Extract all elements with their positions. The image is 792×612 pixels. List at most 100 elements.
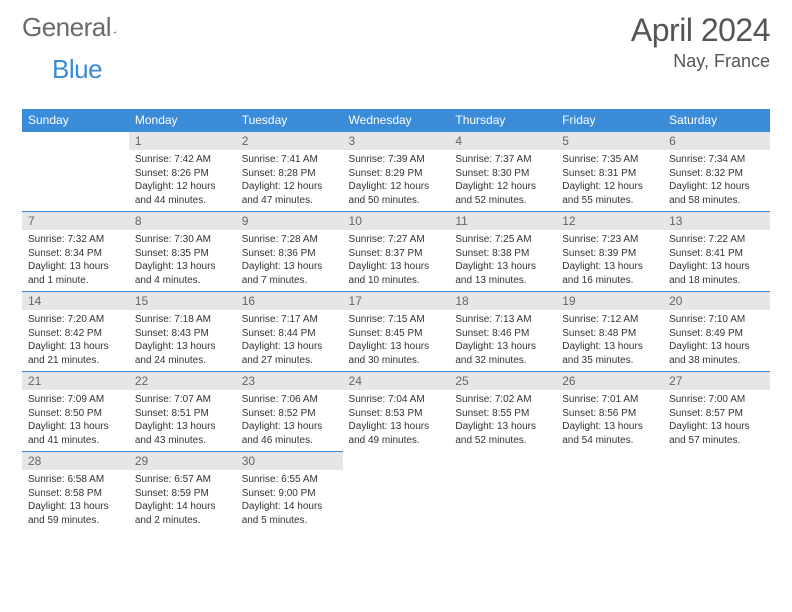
day-number: 8 — [129, 212, 236, 230]
calendar-cell: 20Sunrise: 7:10 AMSunset: 8:49 PMDayligh… — [663, 292, 770, 372]
calendar-cell — [663, 452, 770, 532]
day-number: 25 — [449, 372, 556, 390]
day-line: and 54 minutes. — [562, 434, 657, 448]
calendar-cell: 28Sunrise: 6:58 AMSunset: 8:58 PMDayligh… — [22, 452, 129, 532]
day-line: Sunset: 8:56 PM — [562, 407, 657, 421]
day-line: Daylight: 13 hours — [135, 260, 230, 274]
logo-triangle-icon — [113, 21, 117, 43]
day-number: 30 — [236, 452, 343, 470]
day-line: Sunrise: 7:42 AM — [135, 153, 230, 167]
day-line: and 4 minutes. — [135, 274, 230, 288]
day-details: Sunrise: 7:23 AMSunset: 8:39 PMDaylight:… — [556, 230, 663, 291]
day-details: Sunrise: 7:22 AMSunset: 8:41 PMDaylight:… — [663, 230, 770, 291]
day-line: and 57 minutes. — [669, 434, 764, 448]
day-line: and 58 minutes. — [669, 194, 764, 208]
day-header: Saturday — [663, 109, 770, 132]
day-line: Sunrise: 7:12 AM — [562, 313, 657, 327]
day-line: Sunrise: 7:07 AM — [135, 393, 230, 407]
day-line: Daylight: 13 hours — [28, 340, 123, 354]
day-line: Sunset: 8:29 PM — [349, 167, 444, 181]
day-header: Monday — [129, 109, 236, 132]
day-line: and 52 minutes. — [455, 194, 550, 208]
calendar-cell: 18Sunrise: 7:13 AMSunset: 8:46 PMDayligh… — [449, 292, 556, 372]
calendar-cell: 4Sunrise: 7:37 AMSunset: 8:30 PMDaylight… — [449, 132, 556, 212]
calendar-cell: 24Sunrise: 7:04 AMSunset: 8:53 PMDayligh… — [343, 372, 450, 452]
day-line: Sunrise: 6:58 AM — [28, 473, 123, 487]
day-line: Daylight: 12 hours — [669, 180, 764, 194]
day-line: Sunset: 8:35 PM — [135, 247, 230, 261]
day-line: Daylight: 13 hours — [669, 420, 764, 434]
calendar-cell: 2Sunrise: 7:41 AMSunset: 8:28 PMDaylight… — [236, 132, 343, 212]
day-line: Daylight: 14 hours — [135, 500, 230, 514]
day-details — [449, 470, 556, 477]
calendar-cell — [556, 452, 663, 532]
day-line: Daylight: 13 hours — [28, 500, 123, 514]
day-line: Daylight: 13 hours — [349, 420, 444, 434]
calendar-cell — [343, 452, 450, 532]
day-details: Sunrise: 7:07 AMSunset: 8:51 PMDaylight:… — [129, 390, 236, 451]
day-details: Sunrise: 7:34 AMSunset: 8:32 PMDaylight:… — [663, 150, 770, 211]
day-number: 11 — [449, 212, 556, 230]
day-line: and 32 minutes. — [455, 354, 550, 368]
day-line: Sunrise: 7:35 AM — [562, 153, 657, 167]
day-line: and 18 minutes. — [669, 274, 764, 288]
day-details — [663, 470, 770, 477]
calendar-cell: 7Sunrise: 7:32 AMSunset: 8:34 PMDaylight… — [22, 212, 129, 292]
day-line: Sunset: 8:45 PM — [349, 327, 444, 341]
day-line: Sunset: 8:32 PM — [669, 167, 764, 181]
calendar-cell: 26Sunrise: 7:01 AMSunset: 8:56 PMDayligh… — [556, 372, 663, 452]
day-number: 21 — [22, 372, 129, 390]
day-header: Friday — [556, 109, 663, 132]
day-details: Sunrise: 6:57 AMSunset: 8:59 PMDaylight:… — [129, 470, 236, 531]
day-line: Sunset: 8:59 PM — [135, 487, 230, 501]
day-header: Wednesday — [343, 109, 450, 132]
day-line: Sunset: 8:37 PM — [349, 247, 444, 261]
day-line: Daylight: 13 hours — [135, 340, 230, 354]
calendar-cell: 14Sunrise: 7:20 AMSunset: 8:42 PMDayligh… — [22, 292, 129, 372]
calendar-cell: 25Sunrise: 7:02 AMSunset: 8:55 PMDayligh… — [449, 372, 556, 452]
day-line: Sunset: 8:53 PM — [349, 407, 444, 421]
day-line: Sunset: 8:39 PM — [562, 247, 657, 261]
day-line: Daylight: 13 hours — [242, 260, 337, 274]
day-line: Daylight: 13 hours — [349, 260, 444, 274]
day-line: Sunset: 8:58 PM — [28, 487, 123, 501]
day-details — [22, 150, 129, 157]
day-details: Sunrise: 7:13 AMSunset: 8:46 PMDaylight:… — [449, 310, 556, 371]
logo-text-b: Blue — [52, 54, 102, 84]
day-number: 27 — [663, 372, 770, 390]
calendar-cell — [449, 452, 556, 532]
day-number: 29 — [129, 452, 236, 470]
day-line: and 7 minutes. — [242, 274, 337, 288]
calendar-cell: 22Sunrise: 7:07 AMSunset: 8:51 PMDayligh… — [129, 372, 236, 452]
day-details: Sunrise: 7:06 AMSunset: 8:52 PMDaylight:… — [236, 390, 343, 451]
calendar-cell: 6Sunrise: 7:34 AMSunset: 8:32 PMDaylight… — [663, 132, 770, 212]
day-details: Sunrise: 7:04 AMSunset: 8:53 PMDaylight:… — [343, 390, 450, 451]
day-line: Daylight: 13 hours — [242, 340, 337, 354]
calendar-cell: 19Sunrise: 7:12 AMSunset: 8:48 PMDayligh… — [556, 292, 663, 372]
day-details: Sunrise: 7:25 AMSunset: 8:38 PMDaylight:… — [449, 230, 556, 291]
day-line: Daylight: 12 hours — [455, 180, 550, 194]
day-line: Sunrise: 7:09 AM — [28, 393, 123, 407]
day-line: Sunset: 9:00 PM — [242, 487, 337, 501]
day-details: Sunrise: 7:41 AMSunset: 8:28 PMDaylight:… — [236, 150, 343, 211]
day-number: 26 — [556, 372, 663, 390]
day-line: Sunset: 8:34 PM — [28, 247, 123, 261]
day-header: Sunday — [22, 109, 129, 132]
day-line: and 10 minutes. — [349, 274, 444, 288]
day-line: Sunrise: 7:30 AM — [135, 233, 230, 247]
day-line: and 5 minutes. — [242, 514, 337, 528]
day-line: Sunrise: 7:37 AM — [455, 153, 550, 167]
calendar-cell: 3Sunrise: 7:39 AMSunset: 8:29 PMDaylight… — [343, 132, 450, 212]
calendar-cell: 1Sunrise: 7:42 AMSunset: 8:26 PMDaylight… — [129, 132, 236, 212]
day-line: Sunrise: 7:22 AM — [669, 233, 764, 247]
day-line: Sunrise: 7:00 AM — [669, 393, 764, 407]
day-line: Sunrise: 6:57 AM — [135, 473, 230, 487]
day-details: Sunrise: 7:02 AMSunset: 8:55 PMDaylight:… — [449, 390, 556, 451]
day-number: 22 — [129, 372, 236, 390]
day-details: Sunrise: 7:15 AMSunset: 8:45 PMDaylight:… — [343, 310, 450, 371]
logo: General — [22, 12, 137, 43]
day-line: Sunrise: 7:27 AM — [349, 233, 444, 247]
day-line: and 49 minutes. — [349, 434, 444, 448]
calendar-table: SundayMondayTuesdayWednesdayThursdayFrid… — [22, 109, 770, 531]
day-number: 19 — [556, 292, 663, 310]
